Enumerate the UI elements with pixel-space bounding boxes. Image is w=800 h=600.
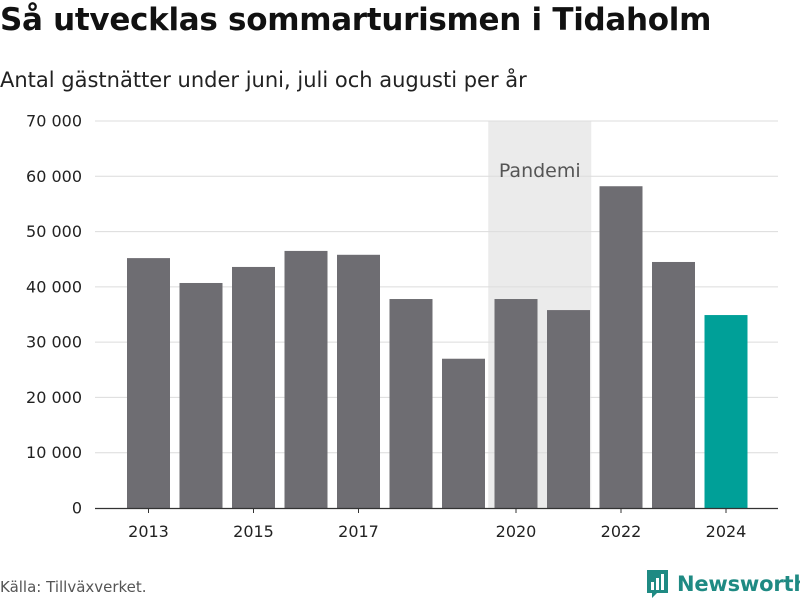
y-tick-label: 40 000 [26, 277, 82, 296]
bar [127, 258, 170, 508]
bar-chart: 0 10 000 20 000 30 000 40 000 50 000 60 000 70 … [26, 112, 778, 541]
axes: 0 10 000 20 000 30 000 40 000 50 000 60 000 70 … [26, 112, 778, 541]
y-tick-label: 0 [72, 499, 82, 518]
pandemic-label: Pandemi [499, 160, 581, 182]
bar [284, 250, 328, 508]
brand-name: Newsworthy [677, 572, 800, 596]
bar [442, 358, 485, 508]
bar [389, 299, 433, 508]
bar [494, 299, 538, 508]
y-tick-label: 20 000 [26, 388, 82, 407]
x-tick-label: 2020 [496, 522, 537, 541]
chart-title: Så utvecklas sommarturismen i Tidaholm [0, 2, 712, 38]
bar [652, 261, 695, 508]
source-note: Källa: Tillväxverket. [0, 578, 147, 596]
y-tick-label: 30 000 [26, 333, 82, 352]
chart-subtitle: Antal gästnätter under juni, juli och au… [0, 68, 527, 92]
brand-logo: Newsworthy [645, 569, 800, 599]
bar-chart-icon [647, 570, 668, 598]
bar [547, 310, 590, 508]
y-tick-label: 70 000 [26, 112, 82, 131]
bar-highlight [704, 315, 748, 508]
x-tick-label: 2024 [706, 522, 747, 541]
bar [179, 282, 223, 508]
x-tick-label: 2015 [233, 522, 274, 541]
annotations: Pandemi [499, 160, 581, 182]
y-tick-label: 60 000 [26, 167, 82, 186]
x-tick-label: 2022 [601, 522, 642, 541]
bar [337, 254, 380, 508]
y-tick-label: 10 000 [26, 443, 82, 462]
bar [599, 186, 643, 509]
bar [232, 266, 275, 508]
x-tick-label: 2017 [338, 522, 379, 541]
bars [127, 186, 748, 509]
x-tick-label: 2013 [128, 522, 169, 541]
y-tick-label: 50 000 [26, 222, 82, 241]
